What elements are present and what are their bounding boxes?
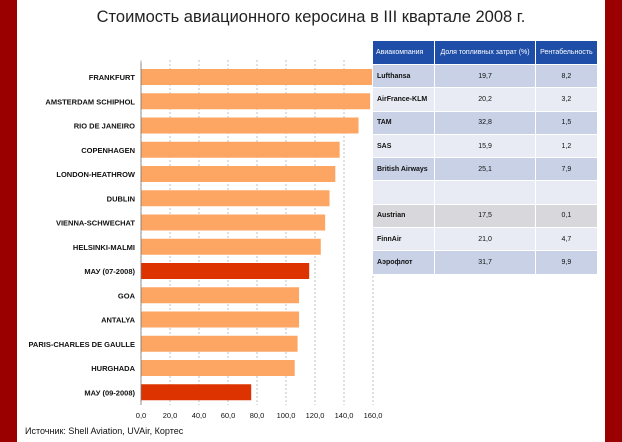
airline-cell: AirFrance-KLM — [371, 87, 436, 112]
bar — [141, 166, 336, 182]
category-label: COPENHAGEN — [81, 146, 135, 155]
fuel-share-cell: 20,2 — [434, 87, 536, 112]
x-tick-label: 80,0 — [250, 411, 265, 420]
x-tick-label: 100,0 — [277, 411, 296, 420]
chart-title: Стоимость авиационного керосина в III кв… — [96, 8, 526, 26]
airline-cell: SAS — [371, 133, 436, 159]
airline-cell: Austrian — [371, 203, 436, 229]
fuel-share-cell: 31,7 — [434, 250, 536, 275]
slide: Стоимость авиационного керосина в III кв… — [17, 0, 605, 442]
category-label: DUBLIN — [107, 194, 135, 203]
x-tick-label: 60,0 — [221, 411, 236, 420]
bar — [141, 335, 298, 352]
table-header: Авиакомпания Доля топливных затрат (%) Р… — [371, 40, 599, 65]
bar — [141, 214, 326, 231]
x-tick-label: 40,0 — [192, 411, 207, 420]
table-row: SAS 15,9 1,2 — [371, 133, 599, 159]
table-row: British Airways 25,1 7,9 — [371, 157, 599, 182]
profitability-cell — [534, 180, 599, 205]
table-row: FinnAir 21,0 4,7 — [371, 227, 599, 252]
bar — [141, 141, 340, 158]
header-profitability: Рентабельность — [534, 40, 599, 65]
profitability-cell: 4,7 — [534, 227, 599, 252]
table-row: Аэрофлот 31,7 9,9 — [371, 250, 599, 275]
bar — [141, 263, 310, 279]
x-tick-label: 20,0 — [163, 411, 178, 420]
category-label: МАУ (09-2008) — [84, 388, 135, 397]
bar — [141, 93, 371, 110]
category-label: FRANKFURT — [89, 73, 136, 82]
bar — [141, 69, 373, 85]
bar — [141, 238, 321, 255]
profitability-cell: 1,5 — [534, 110, 599, 135]
source-note: Источник: Shell Aviation, UVAir, Кортес — [25, 426, 184, 436]
header-airline: Авиакомпания — [371, 40, 436, 65]
bar-chart: 0,0 20,0 40,0 60,0 80,0 100,0 120,0 140,0 160,0 F… — [28, 60, 383, 420]
airline-table: Авиакомпания Доля топливных затрат (%) Р… — [371, 40, 599, 275]
bar — [141, 190, 330, 207]
category-label: VIENNA-SCHWECHAT — [56, 219, 135, 228]
profitability-cell: 7,9 — [534, 157, 599, 182]
bar — [141, 117, 359, 134]
table-row: Lufthansa 19,7 8,2 — [371, 63, 599, 89]
x-tick-label: 160,0 — [364, 411, 383, 420]
airline-cell: TAM — [371, 110, 436, 135]
table-row: TAM 32,8 1,5 — [371, 110, 599, 135]
fuel-share-cell: 15,9 — [434, 133, 536, 159]
header-fuel-share: Доля топливных затрат (%) — [434, 40, 536, 65]
category-label: LONDON-HEATHROW — [56, 170, 136, 179]
category-label: PARIS-CHARLES DE GAULLE — [28, 340, 135, 349]
category-label: HELSINKI-MALMI — [73, 243, 135, 252]
category-label: HURGHADA — [91, 364, 135, 373]
bar — [141, 287, 300, 304]
fuel-share-cell — [434, 180, 536, 205]
profitability-cell: 8,2 — [534, 63, 599, 89]
category-label: AMSTERDAM SCHIPHOL — [45, 97, 135, 106]
category-label: GOA — [118, 291, 136, 300]
airline-cell: Lufthansa — [371, 63, 436, 89]
bar — [141, 360, 295, 376]
profitability-cell: 9,9 — [534, 250, 599, 275]
table-row — [371, 180, 599, 205]
category-label: ANTALYA — [101, 316, 135, 325]
airline-cell: British Airways — [371, 157, 436, 182]
profitability-cell: 1,2 — [534, 133, 599, 159]
x-tick-label: 120,0 — [306, 411, 325, 420]
fuel-share-cell: 19,7 — [434, 63, 536, 89]
airline-cell: FinnAir — [371, 227, 436, 252]
category-label: МАУ (07-2008) — [84, 267, 135, 276]
x-tick-label: 140,0 — [335, 411, 354, 420]
fuel-share-cell: 17,5 — [434, 203, 536, 229]
bar — [141, 311, 300, 328]
fuel-share-cell: 21,0 — [434, 227, 536, 252]
profitability-cell: 3,2 — [534, 87, 599, 112]
fuel-share-cell: 25,1 — [434, 157, 536, 182]
profitability-cell: 0,1 — [534, 203, 599, 229]
x-tick-label: 0,0 — [136, 411, 146, 420]
table-row: Austrian 17,5 0,1 — [371, 203, 599, 229]
category-label: RIO DE JANEIRO — [74, 122, 135, 131]
airline-cell — [371, 180, 436, 205]
bar — [141, 384, 252, 401]
airline-cell: Аэрофлот — [371, 250, 436, 275]
table-row: AirFrance-KLM 20,2 3,2 — [371, 87, 599, 112]
fuel-share-cell: 32,8 — [434, 110, 536, 135]
